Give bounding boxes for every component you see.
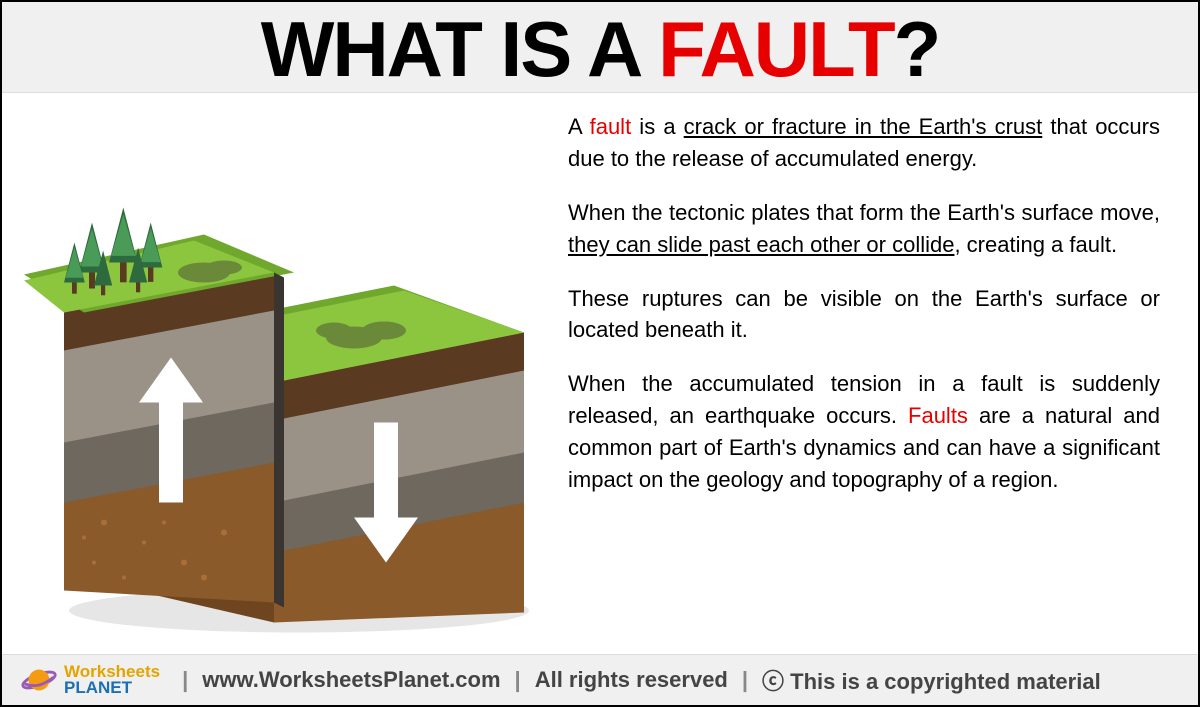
planet-icon: [20, 661, 58, 699]
separator: |: [182, 667, 188, 693]
definition-text: A fault is a crack or fracture in the Ea…: [568, 111, 1160, 644]
footer-url: www.WorksheetsPlanet.com: [202, 667, 500, 693]
paragraph: These ruptures can be visible on the Ear…: [568, 283, 1160, 347]
footer-copyright: ⓒ This is a copyrighted material: [762, 664, 1101, 696]
header-bar: WHAT IS A FAULT?: [2, 2, 1198, 93]
title-post: ?: [894, 5, 940, 93]
separator: |: [742, 667, 748, 693]
page-title: WHAT IS A FAULT?: [2, 10, 1198, 88]
fault-diagram: [24, 111, 544, 644]
fault-svg: [24, 111, 544, 644]
logo-line2: PLANET: [64, 680, 160, 696]
separator: |: [515, 667, 521, 693]
title-highlight: FAULT: [658, 5, 894, 93]
footer-rights: All rights reserved: [535, 667, 728, 693]
logo-text: Worksheets PLANET: [64, 664, 160, 696]
title-pre: WHAT IS A: [261, 5, 658, 93]
paragraph: A fault is a crack or fracture in the Ea…: [568, 111, 1160, 175]
paragraph: When the accumulated tension in a fault …: [568, 368, 1160, 496]
footer-bar: Worksheets PLANET | www.WorksheetsPlanet…: [2, 654, 1198, 705]
brand-logo: Worksheets PLANET: [20, 661, 160, 699]
paragraph: When the tectonic plates that form the E…: [568, 197, 1160, 261]
main-content: A fault is a crack or fracture in the Ea…: [2, 93, 1198, 654]
